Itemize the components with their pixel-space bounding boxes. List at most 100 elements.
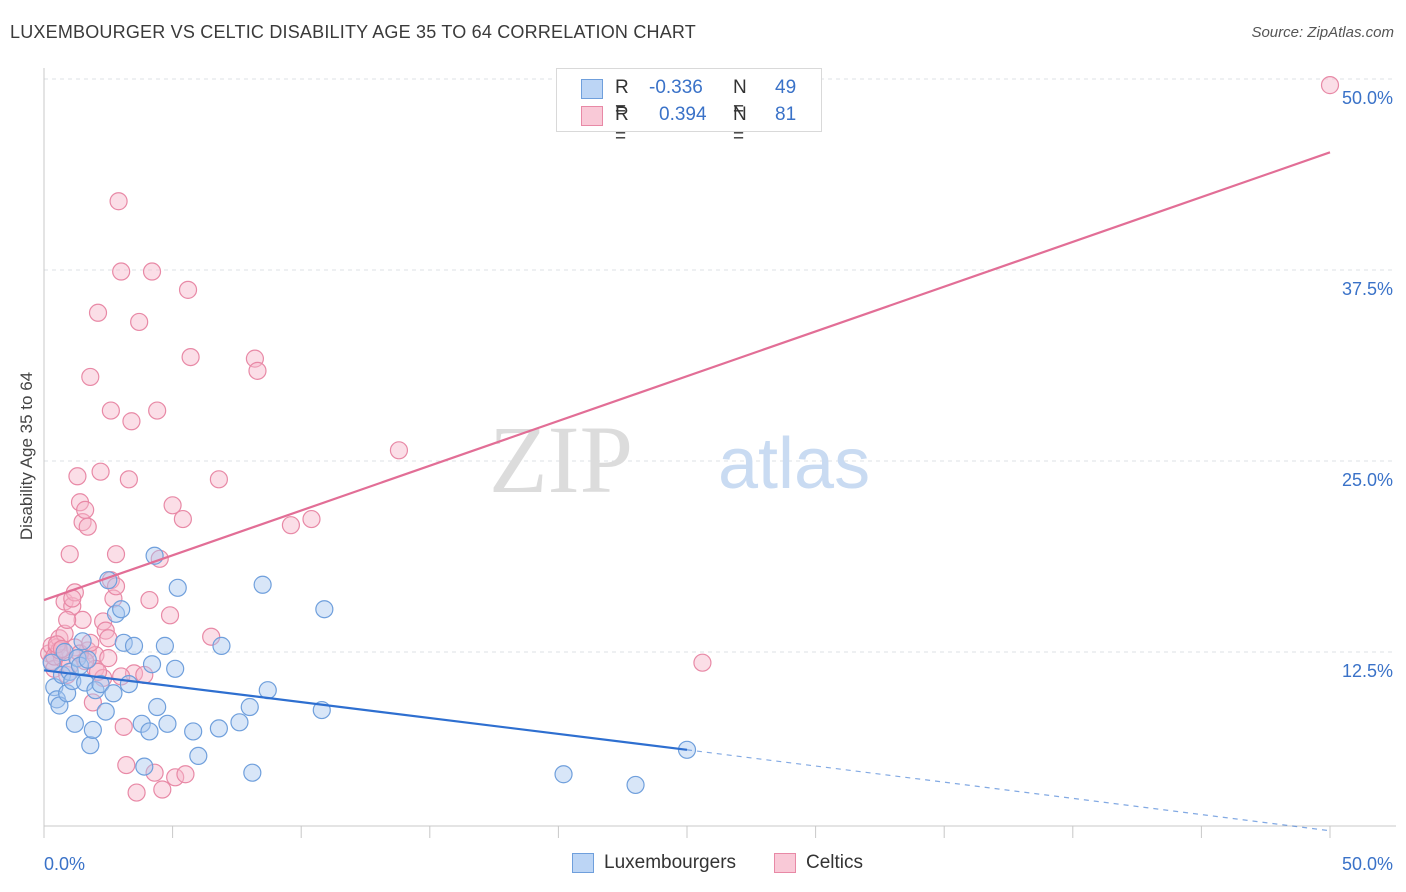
luxembourgers-point	[76, 673, 95, 692]
luxembourgers-point	[168, 578, 187, 597]
luxembourgers-legend-swatch	[572, 853, 594, 873]
luxembourgers-point	[209, 719, 228, 738]
luxembourgers-point	[554, 765, 573, 784]
luxembourgers-point	[73, 632, 92, 651]
luxembourgers-point	[65, 714, 84, 733]
x-tick-label: 50.0%	[1342, 854, 1393, 874]
celtics-point	[78, 517, 97, 536]
stats-legend: R = -0.336 N = 49 R = 0.394 N = 81	[556, 68, 822, 147]
x-tick-label: 0.0%	[44, 854, 85, 874]
celtics-point	[76, 500, 95, 519]
celtics-point	[693, 653, 712, 672]
celtics-point	[117, 755, 136, 775]
celtics-point	[58, 610, 77, 630]
celtics-point	[178, 280, 198, 299]
celtics-point	[60, 545, 79, 564]
celtics-point	[181, 347, 200, 367]
r-label: R =	[615, 77, 629, 120]
celtics-point	[176, 765, 195, 784]
celtics-point	[109, 192, 128, 211]
luxembourgers-point	[158, 714, 177, 733]
celtics-point	[389, 441, 409, 460]
axes	[43, 68, 1396, 838]
celtics-r-value: 0.394	[659, 104, 707, 125]
luxembourgers-points	[42, 546, 697, 795]
celtics-point	[163, 496, 182, 515]
celtics-point	[52, 639, 72, 659]
luxembourgers-point	[119, 674, 138, 694]
celtics-point	[202, 627, 221, 646]
celtics-point	[99, 649, 118, 668]
celtics-point	[148, 401, 167, 420]
luxembourgers-point	[184, 722, 203, 741]
y-axis-label: Disability Age 35 to 64	[17, 371, 36, 541]
celtics-point	[153, 780, 172, 799]
n-label: N =	[733, 104, 747, 147]
celtics-point	[130, 312, 149, 332]
luxembourgers-swatch	[581, 79, 603, 99]
celtics-trend-line	[43, 151, 1331, 602]
celtics-legend-swatch	[774, 853, 796, 873]
celtics-n-value: 81	[775, 104, 797, 125]
luxembourgers-point	[142, 655, 162, 674]
celtics-points	[40, 76, 1340, 802]
luxembourgers-point	[240, 697, 259, 717]
celtics-point	[88, 303, 108, 322]
luxembourgers-point	[148, 697, 167, 717]
luxembourgers-point	[81, 736, 100, 755]
luxembourgers-n-value: 49	[775, 77, 797, 98]
celtics-point	[127, 783, 146, 802]
luxembourgers-legend-label: Luxembourgers	[604, 852, 737, 873]
celtics-point	[119, 470, 138, 489]
celtics-point	[302, 509, 321, 529]
celtics-point	[122, 412, 141, 431]
luxembourgers-point	[91, 674, 110, 694]
trend-lines	[43, 151, 1331, 832]
source-credit: Source: ZipAtlas.com	[1251, 24, 1394, 41]
celtics-point	[99, 629, 118, 648]
luxembourgers-point	[315, 600, 334, 619]
r-label: R =	[615, 104, 629, 147]
celtics-point	[209, 470, 228, 489]
y-tick-label: 37.5%	[1342, 279, 1393, 299]
luxembourgers-point	[189, 746, 208, 766]
celtics-point	[281, 516, 301, 535]
celtics-point	[248, 361, 267, 380]
luxembourgers-point	[212, 636, 231, 655]
luxembourgers-point	[83, 720, 102, 740]
celtics-point	[106, 545, 126, 564]
celtics-point	[1320, 76, 1340, 95]
luxembourgers-point	[104, 684, 123, 703]
luxembourgers-point	[140, 722, 159, 741]
n-label: N =	[733, 77, 747, 120]
celtics-point	[63, 597, 82, 616]
luxembourgers-point	[135, 757, 154, 776]
luxembourgers-trend-line	[43, 669, 688, 751]
luxembourgers-point	[243, 763, 262, 782]
celtics-point	[81, 367, 100, 387]
celtics-point	[160, 606, 180, 625]
luxembourgers-point	[96, 702, 115, 721]
luxembourgers-point	[230, 713, 249, 732]
celtics-point	[145, 763, 164, 782]
celtics-point	[91, 462, 110, 481]
y-tick-label: 25.0%	[1342, 470, 1393, 490]
celtics-point	[68, 467, 87, 486]
luxembourgers-point	[78, 650, 97, 669]
tick-labels: 12.5% 25.0% 37.5% 50.0% 0.0% 50.0%	[44, 88, 1393, 874]
luxembourgers-point	[626, 775, 645, 795]
celtics-point	[112, 262, 131, 281]
celtics-swatch	[581, 106, 603, 126]
watermark-atlas: atlas	[718, 424, 870, 504]
luxembourgers-point	[124, 636, 144, 655]
watermark-zip: ZIP	[489, 406, 633, 513]
chart-title: LUXEMBOURGER VS CELTIC DISABILITY AGE 35…	[10, 22, 696, 42]
celtics-point	[140, 590, 159, 610]
luxembourgers-point	[132, 714, 151, 733]
luxembourgers-point	[253, 575, 272, 594]
luxembourgers-point	[112, 600, 131, 619]
luxembourgers-trend-extension	[686, 749, 1331, 832]
watermark: ZIP atlas	[489, 406, 870, 513]
celtics-point	[142, 262, 162, 281]
